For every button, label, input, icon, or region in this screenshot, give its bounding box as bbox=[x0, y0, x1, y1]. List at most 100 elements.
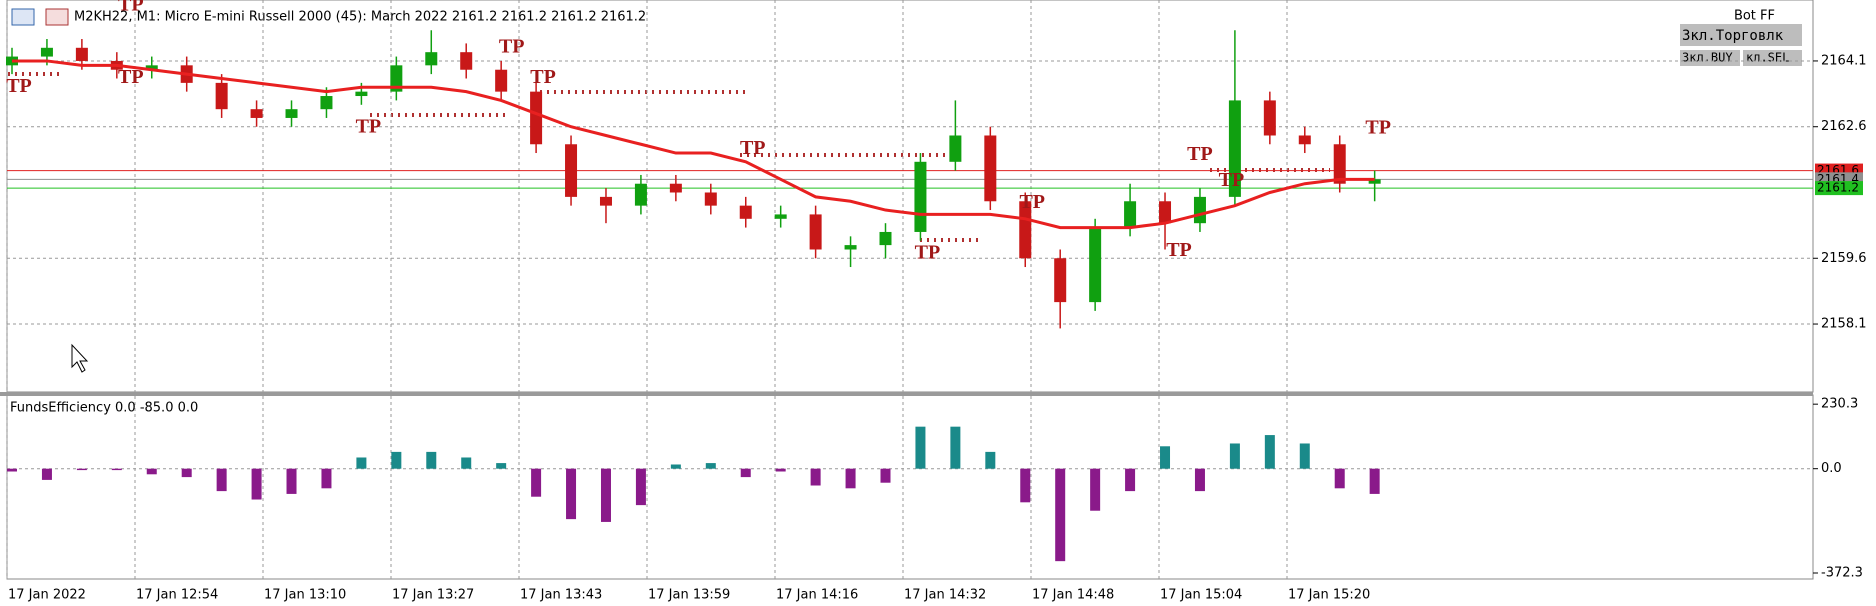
x-tick-label: 17 Jan 13:43 bbox=[520, 588, 602, 603]
candle-body bbox=[40, 47, 53, 57]
histogram-bar bbox=[216, 468, 227, 492]
histogram-bar bbox=[1229, 443, 1240, 469]
buy-button[interactable] bbox=[1680, 50, 1740, 66]
histogram-bar bbox=[915, 426, 926, 469]
y-tick-label: 2162.6 bbox=[1821, 119, 1867, 134]
y-tick-label: -372.3 bbox=[1821, 566, 1863, 581]
candle-body bbox=[320, 96, 333, 110]
x-tick-label: 17 Jan 15:04 bbox=[1160, 588, 1242, 603]
y-tick-label: 2159.6 bbox=[1821, 251, 1867, 266]
y-tick-label: 2158.1 bbox=[1821, 317, 1867, 332]
trade-button-label: Зкл.Торговлк bbox=[1682, 28, 1784, 44]
candle-body bbox=[1019, 201, 1032, 259]
candle-body bbox=[879, 231, 892, 246]
candle-body bbox=[1333, 144, 1346, 184]
candle-body bbox=[1054, 258, 1067, 303]
candle-body bbox=[495, 69, 508, 92]
histogram-bar bbox=[1334, 468, 1345, 489]
histogram-bar bbox=[251, 468, 262, 500]
y-tick-label: 0.0 bbox=[1821, 461, 1842, 476]
candle-body bbox=[774, 214, 787, 219]
tp-label: TP bbox=[1219, 169, 1245, 191]
candle-body bbox=[669, 183, 682, 193]
histogram-bar bbox=[1020, 468, 1031, 503]
tp-label: TP bbox=[356, 116, 382, 138]
histogram-bar bbox=[461, 457, 472, 469]
candle-body bbox=[285, 109, 298, 118]
candle-body bbox=[460, 52, 473, 70]
tp-label: TP bbox=[1365, 117, 1391, 139]
histogram-bar bbox=[286, 468, 297, 494]
candle-body bbox=[634, 183, 647, 206]
histogram-bar bbox=[1160, 446, 1171, 469]
histogram-bar bbox=[1194, 468, 1205, 492]
moving-average bbox=[12, 59, 1375, 230]
x-tick-label: 17 Jan 13:10 bbox=[264, 588, 346, 603]
candle-body bbox=[914, 161, 927, 232]
candle-body bbox=[390, 65, 403, 92]
x-tick-label: 17 Jan 12:54 bbox=[136, 588, 218, 603]
tp-label: TP bbox=[915, 241, 941, 263]
trade-button[interactable] bbox=[1680, 24, 1802, 46]
histogram-bar bbox=[810, 468, 821, 486]
histogram-bar bbox=[670, 464, 681, 469]
candle-body bbox=[1089, 227, 1102, 303]
histogram-bar bbox=[775, 468, 786, 472]
tp-levels bbox=[8, 72, 1330, 242]
histogram-bar bbox=[1055, 468, 1066, 562]
tp-label: TP bbox=[1166, 239, 1192, 261]
candle-body bbox=[355, 91, 368, 97]
indicator-title: FundsEfficiency 0.0 -85.0 0.0 bbox=[10, 401, 198, 416]
pane-splitter[interactable] bbox=[0, 392, 1813, 396]
tp-label: TP bbox=[118, 0, 144, 16]
chart-header: M2KH22, M1: Micro E-mini Russell 2000 (4… bbox=[74, 10, 646, 25]
candle-body bbox=[1193, 196, 1206, 224]
bot-name: Bot FF bbox=[1734, 9, 1775, 24]
candle-body bbox=[704, 192, 717, 206]
histogram-bar bbox=[1125, 468, 1136, 492]
sell-button[interactable] bbox=[1743, 50, 1802, 66]
histogram-bar bbox=[531, 468, 542, 497]
histogram-bar bbox=[41, 468, 52, 480]
histogram-bar bbox=[1299, 443, 1310, 469]
histogram-bar bbox=[76, 468, 87, 471]
histogram-bar bbox=[356, 457, 367, 469]
x-tick-label: 17 Jan 2022 bbox=[8, 588, 86, 603]
histogram-bar bbox=[600, 468, 611, 522]
histogram-bar bbox=[566, 468, 577, 520]
histogram-bar bbox=[496, 463, 507, 469]
histogram-bar bbox=[391, 451, 402, 469]
x-tick-label: 17 Jan 14:32 bbox=[904, 588, 986, 603]
candle-body bbox=[145, 65, 158, 70]
candle-body bbox=[1298, 135, 1311, 145]
bot-icon[interactable] bbox=[45, 8, 69, 26]
histogram-bar bbox=[1090, 468, 1101, 511]
histogram-bar bbox=[740, 468, 751, 478]
candle-body bbox=[215, 82, 228, 110]
candle-body bbox=[1228, 100, 1241, 197]
price-label-box bbox=[1815, 181, 1863, 196]
histogram-bar bbox=[1369, 468, 1380, 494]
candle-body bbox=[844, 245, 857, 250]
candle-body bbox=[565, 144, 578, 197]
candle-body bbox=[1124, 201, 1137, 228]
y-tick-label: 2164.1 bbox=[1821, 53, 1867, 68]
histogram-bar bbox=[950, 426, 961, 469]
menu-icon[interactable] bbox=[11, 8, 35, 26]
candle-body bbox=[425, 52, 438, 66]
candle-body bbox=[809, 214, 822, 250]
histogram-bar bbox=[705, 463, 716, 469]
histogram-bar bbox=[111, 468, 122, 471]
histogram-bar bbox=[146, 468, 157, 475]
y-tick-label: 230.3 bbox=[1821, 397, 1858, 412]
candle-body bbox=[949, 135, 962, 162]
candle-body bbox=[250, 109, 263, 118]
sell-button-label: кл.SEL bbox=[1746, 51, 1789, 65]
histogram-bar bbox=[845, 468, 856, 489]
histogram-bar bbox=[880, 468, 891, 483]
buy-button-label: Зкл.BUY bbox=[1682, 51, 1733, 65]
mouse-cursor bbox=[71, 343, 89, 373]
